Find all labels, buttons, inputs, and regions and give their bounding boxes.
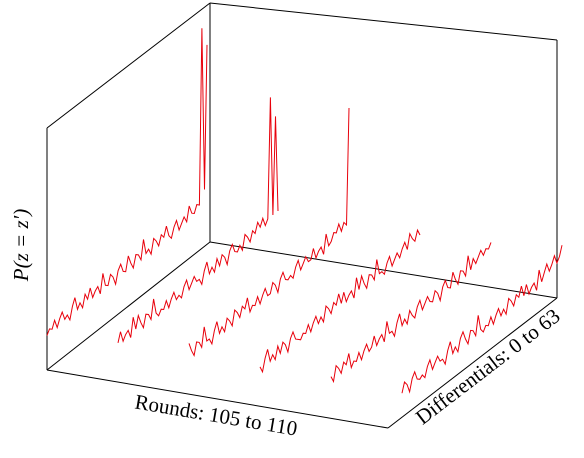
box-edge xyxy=(209,241,558,299)
box-edge xyxy=(387,297,558,429)
series-line xyxy=(188,107,350,358)
y-axis-label: P(z = z′) xyxy=(9,209,33,282)
series-line xyxy=(401,245,563,394)
series-group xyxy=(46,28,563,394)
series-line xyxy=(46,28,208,336)
series-line xyxy=(330,242,492,384)
box-edge xyxy=(46,241,211,371)
x-axis-label: Rounds: 105 to 110 xyxy=(133,390,299,441)
box-edge xyxy=(46,2,211,129)
series-line xyxy=(259,228,421,374)
series-line xyxy=(117,97,279,344)
box-edge xyxy=(209,2,558,41)
box xyxy=(46,2,558,429)
box-edge xyxy=(46,369,389,429)
